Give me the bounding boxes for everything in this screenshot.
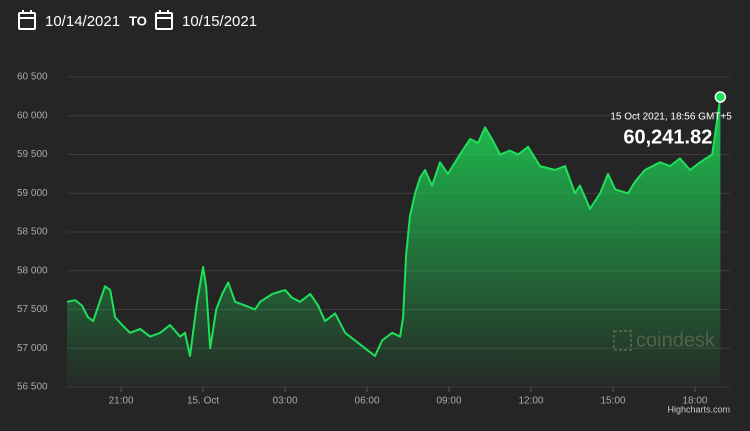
y-tick-label: 58 000 [17, 265, 48, 276]
y-tick-label: 59 000 [17, 188, 48, 199]
credit[interactable]: Highcharts.com [667, 404, 730, 414]
price-line [66, 96, 722, 357]
calendar-icon[interactable] [155, 10, 173, 30]
x-tick-label: 12:00 [518, 396, 543, 407]
y-tick-label: 57 500 [17, 304, 48, 315]
x-tick-label: 09:00 [436, 396, 461, 407]
tooltip-label: 15 Oct 2021, 18:56 GMT+5 [610, 112, 732, 123]
y-tick-label: 57 000 [17, 343, 48, 354]
x-tick-label: 18:00 [682, 396, 707, 407]
x-tick-label: 15. Oct [187, 396, 219, 407]
y-tick-label: 58 500 [17, 227, 48, 238]
date-from[interactable]: 10/14/2021 [45, 13, 120, 30]
hover-point [714, 91, 727, 103]
x-tick-label: 15:00 [600, 396, 625, 407]
watermark: coindesk [636, 329, 716, 351]
tooltip-value: 60,241.82 [623, 126, 712, 148]
y-tick-label: 60 500 [17, 72, 48, 83]
watermark-logo [613, 330, 632, 351]
y-tick-label: 56 500 [17, 382, 48, 393]
x-tick-label: 03:00 [273, 396, 298, 407]
x-tick-label: 21:00 [109, 396, 134, 407]
y-tick-label: 59 500 [17, 149, 48, 160]
date-separator: TO [129, 13, 147, 28]
date-to[interactable]: 10/15/2021 [182, 13, 257, 30]
y-tick-label: 60 000 [17, 110, 48, 121]
calendar-icon[interactable] [18, 10, 36, 30]
x-tick-label: 06:00 [355, 396, 380, 407]
